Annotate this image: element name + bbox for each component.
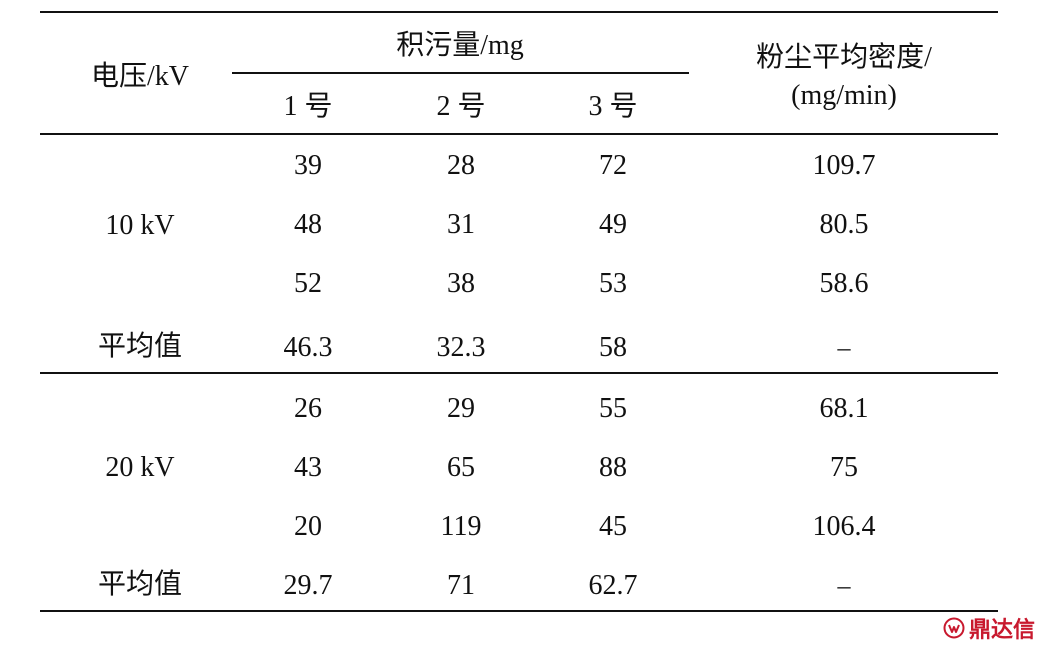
table-bottom-rule [40,610,998,612]
table-cell: 43 [294,452,322,483]
table-cell: 20 [294,511,322,542]
watermark: 鼎达信 [943,612,1035,644]
sample-1-header: 1 号 [283,91,333,122]
deposit-group-header: 积污量/mg [396,30,524,61]
sample-3-header: 3 号 [588,91,638,122]
table-cell: 72 [599,150,627,181]
header-bottom-rule [40,133,998,135]
average-cell: 62.7 [588,570,638,601]
average-cell: 29.7 [283,570,333,601]
density-header-line2: (mg/min) [791,80,897,111]
average-cell: 46.3 [283,332,333,363]
table-cell: 31 [447,209,475,240]
table-cell: 48 [294,209,322,240]
table-cell: 75 [830,452,858,483]
table-cell: 26 [294,393,322,424]
table-cell: 55 [599,393,627,424]
table-cell: 29 [447,393,475,424]
table-cell: 49 [599,209,627,240]
average-cell: – [837,333,851,362]
average-cell: 58 [599,332,627,363]
table-cell: 45 [599,511,627,542]
ddx-logo-icon [943,617,965,639]
table-cell: 109.7 [812,150,876,181]
average-cell: 71 [447,570,475,601]
table-cell: 88 [599,452,627,483]
voltage-header: 电压/kV [90,61,190,92]
table-cell: 68.1 [819,393,869,424]
table-cell: 106.4 [812,511,876,542]
average-label: 平均值 [97,331,183,362]
group-divider-rule [40,372,998,374]
watermark-text: 鼎达信 [968,618,1035,643]
table-cell: 28 [447,150,475,181]
group-label-20kv: 20 kV [105,452,175,483]
group-label-10kv: 10 kV [105,210,175,241]
table-cell: 39 [294,150,322,181]
table-cell: 52 [294,268,322,299]
average-cell: – [837,571,851,600]
table-cell: 38 [447,268,475,299]
table-cell: 53 [599,268,627,299]
density-header-line1: 粉尘平均密度/ [756,42,932,73]
sample-2-header: 2 号 [436,91,486,122]
average-label: 平均值 [97,569,183,600]
table-cell: 65 [447,452,475,483]
table-cell: 119 [440,511,482,542]
average-cell: 32.3 [436,332,486,363]
table-cell: 58.6 [819,268,869,299]
table-cell: 80.5 [819,209,869,240]
header-sub-rule [232,72,689,74]
table-top-rule [40,11,998,13]
